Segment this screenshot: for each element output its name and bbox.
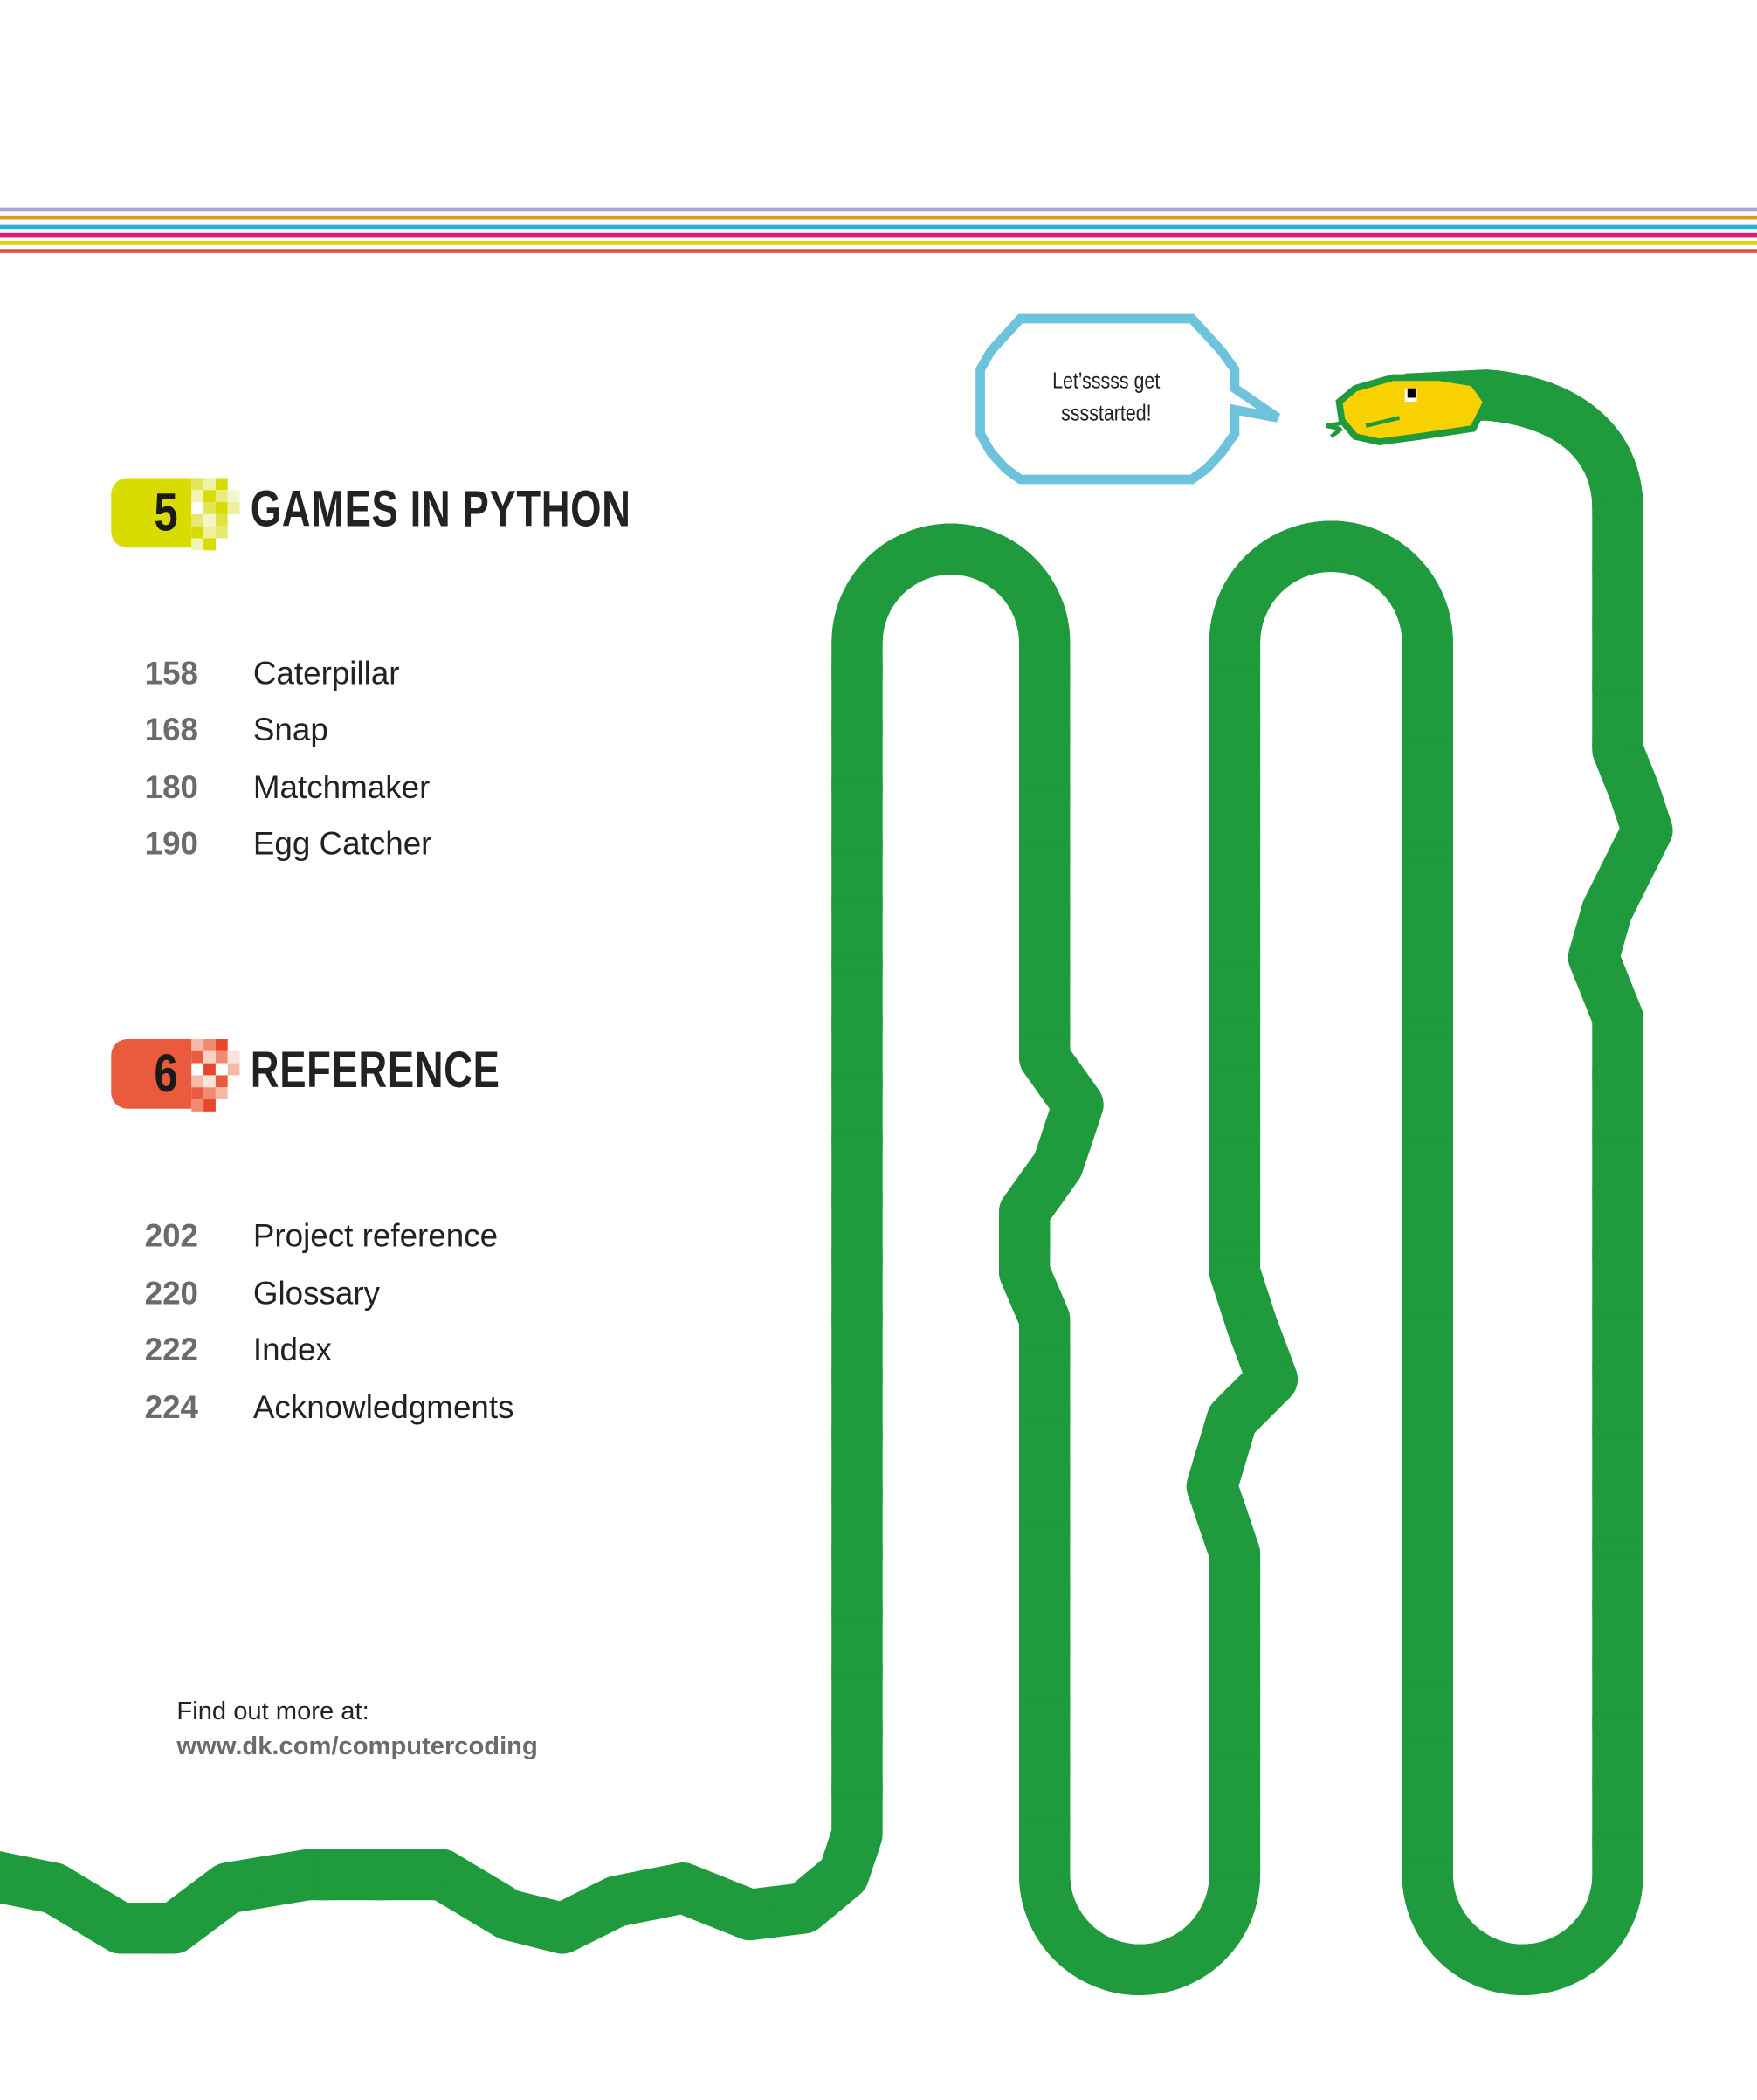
- speech-bubble: [975, 313, 1281, 485]
- snake-tongue: [1325, 421, 1343, 438]
- speech-bubble-line: Let’sssss get: [991, 366, 1222, 398]
- stripe: [0, 215, 1757, 220]
- stripe: [0, 241, 1757, 245]
- page-number: 190: [144, 826, 199, 863]
- chapter-number: 5: [154, 483, 178, 543]
- entry-label: Snap: [252, 712, 328, 749]
- stripe: [0, 207, 1757, 212]
- chapter-number: 6: [154, 1044, 178, 1104]
- page-number: 180: [144, 769, 199, 807]
- stripe: [0, 224, 1757, 230]
- page-number: 220: [144, 1276, 199, 1312]
- chapter-badge: 6: [111, 1036, 240, 1112]
- entry-label: Matchmaker: [252, 769, 431, 807]
- speech-text: Let’sssss get: [1052, 368, 1161, 394]
- chapter-badge: 5: [111, 475, 240, 551]
- entry-label: Glossary: [252, 1276, 381, 1312]
- speech-bubble-line: sssstarted!: [991, 397, 1222, 430]
- snake-head: [1325, 374, 1491, 445]
- page-number: 168: [144, 712, 199, 749]
- stripe: [0, 232, 1757, 238]
- entry-label: Egg Catcher: [252, 826, 432, 863]
- page-number: 158: [144, 656, 199, 692]
- page-number: 222: [144, 1332, 199, 1369]
- page-number: 202: [144, 1218, 199, 1255]
- entry-label: Acknowledgments: [252, 1389, 514, 1427]
- entry-label: Project reference: [252, 1218, 499, 1255]
- footer-text: Find out more at:: [176, 1697, 369, 1726]
- chapter-title: REFERENCE: [250, 1043, 500, 1100]
- speech-text: sssstarted!: [1061, 400, 1152, 426]
- footer-link[interactable]: www.dk.com/computercoding: [176, 1732, 538, 1761]
- entry-label: Caterpillar: [252, 656, 400, 692]
- stripe: [0, 249, 1757, 253]
- page-number: 224: [144, 1389, 199, 1427]
- chapter-title: GAMES IN PYTHON: [250, 482, 631, 539]
- entry-label: Index: [252, 1332, 332, 1369]
